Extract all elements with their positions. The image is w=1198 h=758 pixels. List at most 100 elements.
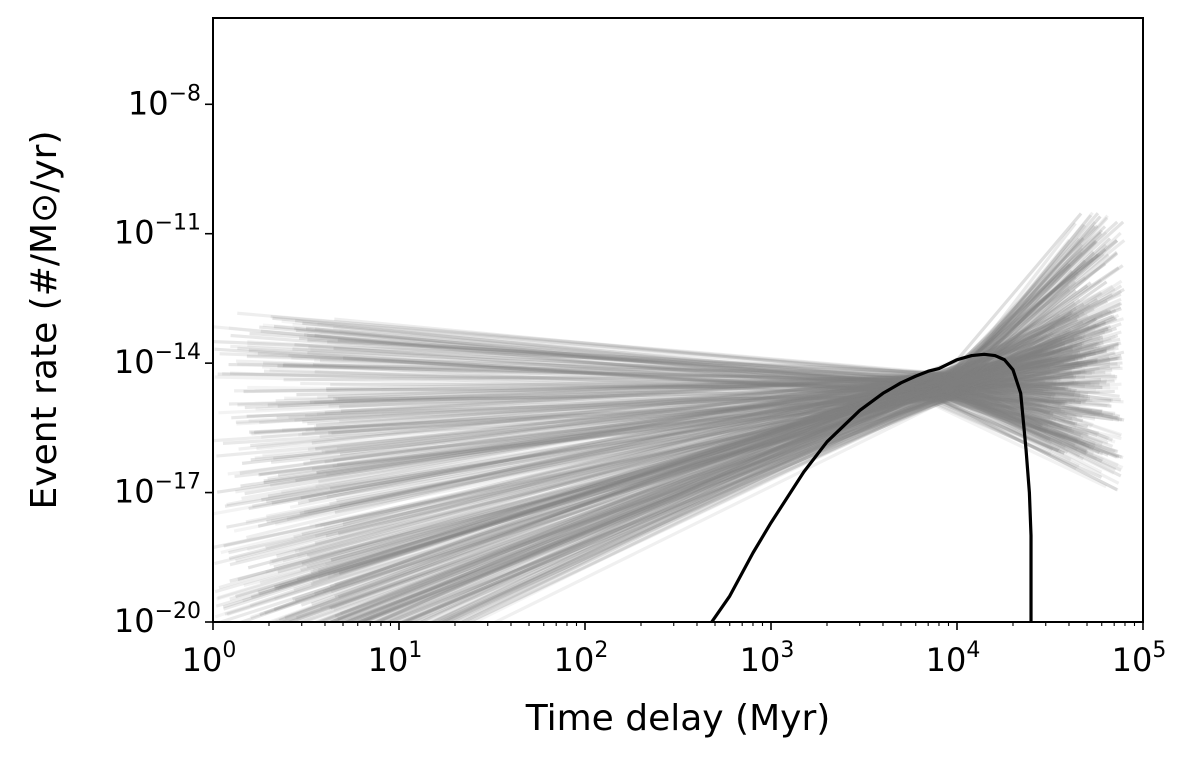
ensemble-track (224, 355, 1110, 508)
ensemble-track (269, 342, 1073, 563)
ensemble-track (354, 387, 1067, 622)
ensemble-track (953, 353, 1122, 397)
x-tick-label: 104 (926, 638, 981, 679)
ensemble-track (436, 393, 1088, 622)
ensemble-track (246, 348, 1057, 384)
ensemble-track (943, 275, 1077, 396)
ensemble-track (284, 357, 1111, 400)
ensemble-track (214, 336, 1045, 594)
ensemble-track (263, 387, 1122, 483)
ensemble-track (315, 373, 1083, 622)
ensemble-track (952, 243, 1084, 391)
ensemble-track (393, 390, 1055, 622)
ensemble-track (336, 387, 1098, 503)
ensemble-track (955, 313, 1120, 390)
ensemble-track (336, 395, 1043, 622)
ensemble-track (314, 358, 1080, 410)
ensemble-track (300, 379, 1100, 500)
ensemble-track (299, 320, 1107, 515)
ensemble-track (237, 346, 1048, 408)
ensemble-track (273, 396, 1112, 569)
ensemble-track (307, 386, 1085, 461)
ensemble-track (946, 287, 1116, 378)
ensemble-track (307, 335, 1116, 514)
ensemble-track (254, 386, 1112, 460)
ensemble-track (943, 334, 1119, 396)
ensemble-track (398, 381, 1051, 622)
ensemble-track (324, 311, 1085, 464)
ensemble-track (955, 278, 1103, 386)
ensemble-track (320, 329, 1096, 528)
ensemble-track (464, 351, 1116, 622)
ensemble-track (946, 259, 1087, 393)
ensemble-track (257, 348, 1074, 528)
ensemble-track (332, 386, 1064, 468)
ensemble-track (317, 350, 1065, 572)
ensemble-track (319, 373, 1062, 622)
ensemble-track (272, 316, 1062, 378)
ensemble-track (292, 331, 1054, 386)
ensemble-track (952, 250, 1095, 387)
ensemble-track (426, 383, 1088, 622)
ensemble-track (430, 389, 1096, 622)
ensemble-track (219, 352, 1086, 381)
ensemble-track (951, 238, 1071, 385)
ensemble-track (327, 313, 1104, 576)
ensemble-track (302, 321, 1077, 385)
ensemble-track (329, 307, 1095, 588)
ensemble-track (326, 327, 1071, 477)
ensemble-track (330, 376, 1084, 594)
ensemble-track (955, 239, 1119, 386)
ensemble-track (213, 381, 1060, 516)
ensemble-track (942, 325, 1090, 384)
ensemble-track (953, 237, 1081, 387)
ensemble-track (942, 240, 1098, 391)
ensemble-track (230, 333, 1089, 436)
ensemble-track (939, 352, 1088, 380)
ensemble-track (953, 342, 1083, 382)
ensemble-track (951, 349, 1104, 384)
ensemble-track (955, 251, 1083, 394)
ensemble-track (216, 380, 1093, 601)
ensemble-track (265, 373, 1080, 574)
ensemble-track (260, 329, 1055, 388)
ensemble-track (239, 344, 1097, 475)
ensemble-track (432, 391, 1060, 622)
ensemble-track (277, 389, 1101, 574)
ensemble-track (339, 375, 1091, 409)
ensemble-track (324, 376, 1122, 567)
ensemble-track (399, 348, 1062, 622)
ensemble-track (390, 356, 1120, 622)
ensemble-track (240, 382, 1095, 488)
ensemble-track (418, 357, 1079, 622)
ensemble-track (941, 225, 1107, 380)
ensemble-track (319, 366, 1051, 439)
main-curve-layer (710, 352, 1033, 622)
ensemble-track (235, 358, 1066, 494)
ensemble-track (277, 387, 1102, 477)
ensemble-track (386, 330, 1106, 622)
ensemble-track (947, 214, 1109, 396)
ensemble-track (276, 370, 1086, 420)
ensemble-track (307, 338, 1125, 422)
ensemble-track (325, 394, 1079, 538)
ensemble-track (214, 347, 1103, 413)
ensemble-track (263, 336, 1051, 391)
ensemble-track (944, 237, 1085, 393)
ensemble-track (263, 361, 1107, 391)
ensemble-track (314, 380, 1124, 538)
ensemble-track (327, 393, 1116, 622)
ensemble-track (273, 322, 1122, 589)
ensemble-track (237, 370, 1081, 582)
ensemble-track (267, 347, 1049, 498)
ensemble-track (275, 377, 1068, 418)
ensemble-track (214, 354, 1072, 619)
ensemble-track (261, 377, 1063, 439)
ensemble-track (944, 307, 1077, 396)
ensemble-track (955, 284, 1089, 380)
ensemble-track (265, 386, 1065, 550)
ensemble-track (951, 341, 1085, 398)
ensemble-track (339, 385, 1119, 467)
ensemble-track (327, 340, 1067, 391)
ensemble-tracks (213, 211, 1126, 622)
